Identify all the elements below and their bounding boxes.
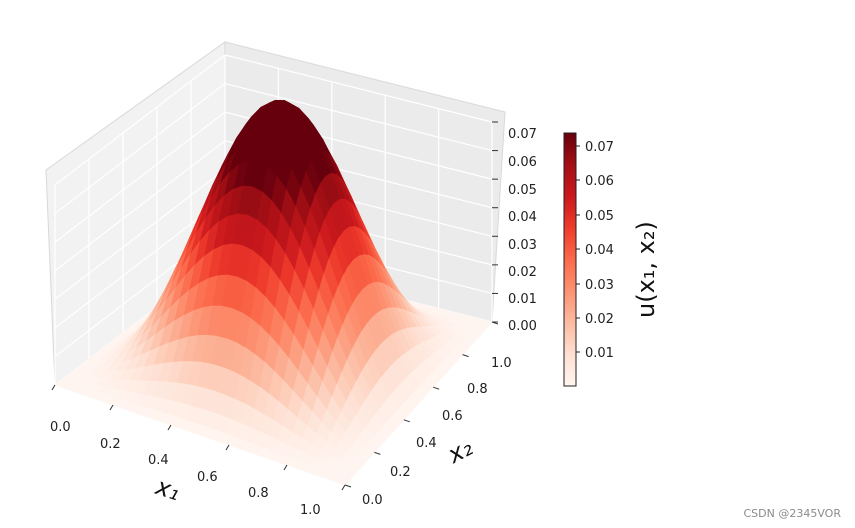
x1-tick-mark: [341, 484, 346, 491]
back-grid-line: [224, 82, 493, 152]
back-grid-line: [54, 197, 226, 329]
x2-tick-mark: [462, 354, 469, 358]
x1-tick: 0.6: [197, 470, 218, 485]
x2-tick: 1.0: [491, 356, 512, 371]
x1-axis-ticks: 0.0 0.2 0.4 0.6 0.8 1.0: [50, 420, 321, 518]
back-grid-line: [54, 83, 226, 215]
watermark: CSDN @2345VOR: [743, 507, 842, 520]
z-axis-ticks: 0.00 0.01 0.02 0.03 0.04 0.05 0.06 0.07: [508, 127, 537, 334]
z-tick: 0.01: [508, 292, 537, 307]
back-grid-line: [54, 140, 226, 272]
x1-tick-mark: [167, 424, 172, 431]
x1-tick: 0.4: [148, 453, 169, 468]
z-tick: 0.04: [508, 210, 537, 225]
x1-tick: 0.8: [248, 486, 269, 501]
z-tick: 0.00: [508, 319, 537, 334]
z-tick: 0.05: [508, 183, 537, 198]
x2-tick: 0.4: [416, 436, 437, 451]
x1-tick-mark: [51, 384, 56, 391]
colorbar-tick: 0.04: [585, 243, 614, 258]
colorbar-tick: 0.01: [585, 346, 614, 361]
x2-tick-mark: [403, 419, 410, 423]
x2-tick-mark: [433, 386, 440, 390]
colorbar-tick: 0.05: [585, 209, 614, 224]
x2-tick-mark: [344, 484, 352, 488]
back-grid-line: [224, 54, 493, 123]
z-tick: 0.02: [508, 265, 537, 280]
back-grid-line: [54, 168, 226, 300]
surface: [54, 99, 493, 486]
z-tick: 0.03: [508, 238, 537, 253]
x2-tick: 0.2: [390, 465, 411, 480]
x1-tick-mark: [109, 404, 114, 411]
colorbar: [563, 132, 577, 387]
x2-tick: 0.0: [362, 493, 383, 508]
colorbar-ticks: 0.01 0.02 0.03 0.04 0.05 0.06 0.07: [576, 140, 614, 361]
x1-axis-label: x₁: [151, 472, 183, 506]
back-grid-line: [54, 54, 226, 186]
x1-tick-mark: [283, 464, 288, 471]
surface-patch: [334, 475, 351, 486]
colorbar-label: u(x₁, x₂): [632, 221, 660, 318]
colorbar-tick: 0.07: [585, 140, 614, 155]
x1-tick: 1.0: [300, 503, 321, 518]
z-tick: 0.07: [508, 127, 537, 142]
back-grid-line: [54, 111, 226, 243]
x2-axis-ticks: 0.0 0.2 0.4 0.6 0.8 1.0: [362, 356, 512, 508]
colorbar-tick: 0.03: [585, 278, 614, 293]
x2-tick: 0.6: [442, 409, 463, 424]
x1-tick-mark: [225, 444, 230, 451]
colorbar-tick: 0.02: [585, 312, 614, 327]
axis-lines: [51, 121, 499, 491]
x1-tick: 0.0: [50, 420, 71, 435]
colorbar-tick: 0.06: [585, 174, 614, 189]
z-tick: 0.06: [508, 155, 537, 170]
x2-tick-mark: [374, 451, 381, 455]
x2-tick: 0.8: [467, 382, 488, 397]
x1-tick: 0.2: [100, 437, 121, 452]
x2-axis-label: x₂: [442, 433, 477, 470]
